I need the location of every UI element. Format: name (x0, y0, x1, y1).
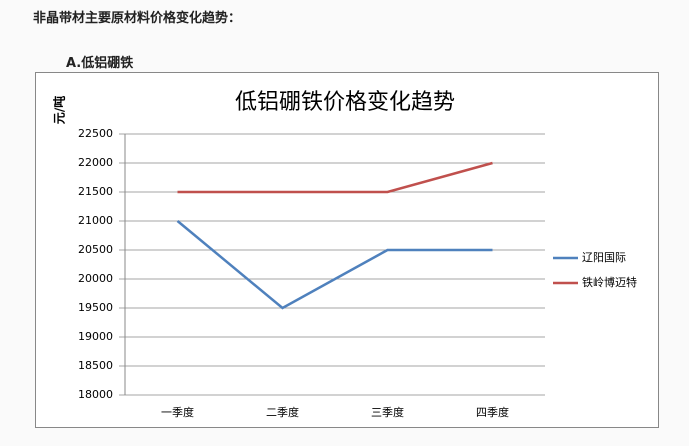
y-tick-label: 20000 (78, 272, 113, 285)
section-title: A.低铝硼铁 (66, 56, 134, 71)
x-tick-label: 二季度 (266, 405, 299, 419)
series-line (176, 220, 493, 310)
y-tick-label: 18500 (78, 359, 113, 372)
x-tick-label: 一季度 (161, 405, 194, 419)
y-tick-label: 21500 (78, 185, 113, 198)
chart-title: 低铝硼铁价格变化趋势 (235, 90, 455, 115)
y-tick-label: 19000 (78, 330, 113, 343)
y-tick-label: 22000 (78, 156, 113, 169)
y-axis-label: 元/吨 (52, 96, 67, 124)
heading: 非晶带材主要原材料价格变化趋势： (33, 11, 242, 26)
y-tick-label: 20500 (78, 243, 113, 256)
y-tick-label: 22500 (78, 127, 113, 140)
y-tick-label: 21000 (78, 214, 113, 227)
series-line (177, 161, 493, 194)
legend-label: 铁岭博迈特 (582, 275, 637, 289)
y-tick-label: 18000 (78, 388, 113, 401)
y-tick-label: 19500 (78, 301, 113, 314)
x-tick-label: 四季度 (476, 405, 509, 419)
x-tick-label: 三季度 (371, 405, 404, 419)
legend-label: 辽阳国际 (582, 251, 626, 264)
